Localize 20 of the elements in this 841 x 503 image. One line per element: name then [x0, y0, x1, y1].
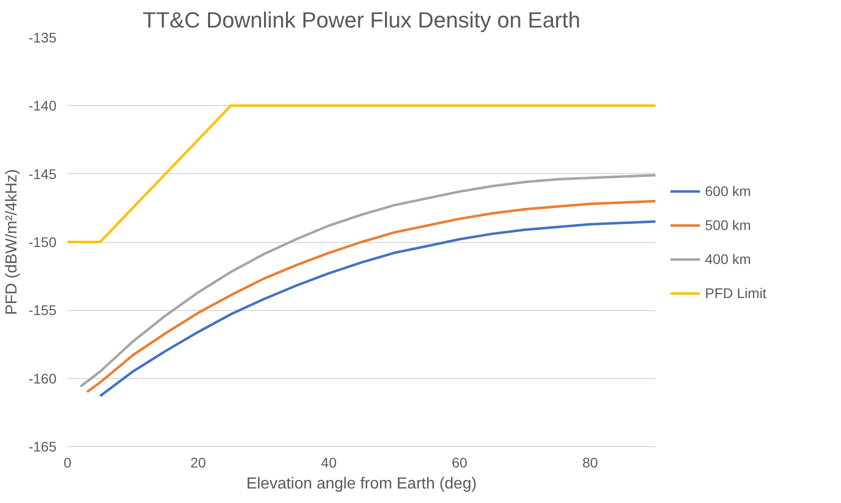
chart-title: TT&C Downlink Power Flux Density on Earth	[142, 8, 580, 32]
y-tick-label: -150	[28, 234, 57, 250]
y-axis-title: PFD (dBW/m²/4kHz)	[3, 169, 20, 315]
y-tick-label: -140	[28, 98, 57, 114]
x-tick-label: 20	[190, 454, 206, 470]
y-tick-label: -165	[28, 438, 57, 454]
legend-label: 600 km	[705, 182, 751, 198]
y-tick-label: -155	[28, 302, 57, 318]
x-tick-label: 0	[64, 454, 72, 470]
line-series	[79, 174, 656, 388]
x-axis-title: Elevation angle from Earth (deg)	[246, 476, 477, 492]
y-tick-label: -145	[28, 166, 57, 182]
legend-label: 500 km	[705, 216, 751, 232]
x-tick-label: 80	[582, 454, 598, 470]
y-tick-label: -160	[28, 370, 57, 386]
legend-label: PFD Limit	[705, 284, 766, 300]
x-tick-label: 40	[321, 454, 337, 470]
x-tick-label: 60	[452, 454, 468, 470]
y-tick-label: -135	[28, 30, 57, 46]
legend-label: 400 km	[705, 250, 751, 266]
